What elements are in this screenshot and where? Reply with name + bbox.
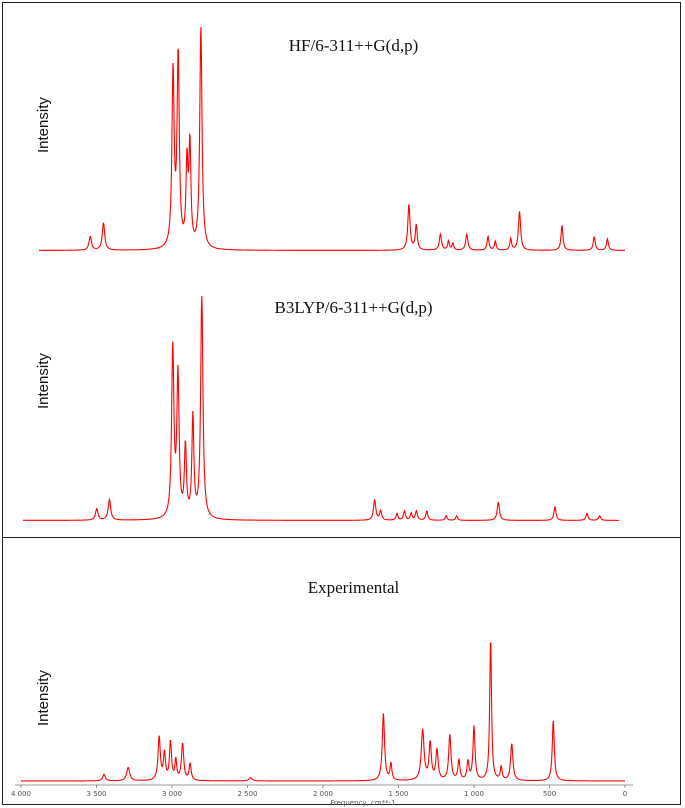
x-tick-label: 4 000	[11, 790, 31, 798]
panel-title-experimental: Experimental	[307, 578, 400, 597]
x-tick-label: 3 000	[162, 790, 182, 798]
panel-title-hf: HF/6-311++G(d,p)	[288, 36, 419, 55]
x-tick-label: 2 500	[237, 790, 257, 798]
x-tick-label: 0	[623, 790, 627, 798]
spectrum-line	[23, 295, 619, 521]
panel-hf: Intensity HF/6-311++G(d,p)	[2, 2, 681, 268]
x-tick-label: 500	[543, 790, 556, 798]
panel-experimental: Intensity Experimental 4 000 3 500 3 000 2 …	[2, 537, 681, 807]
panel-title-b3lyp: B3LYP/6-311++G(d,p)	[274, 298, 433, 317]
x-tick-label: 1 000	[464, 790, 484, 798]
spectrum-plot-experimental: 4 000 3 500 3 000 2 500 2 000 1 500 1 000 500 0 F…	[11, 642, 633, 807]
x-tick-label: 3 500	[86, 790, 106, 798]
spectrum-line	[21, 642, 625, 782]
x-axis-title: Frequency, cm**-1	[330, 799, 395, 807]
x-tick-label: 2 000	[313, 790, 333, 798]
spectrum-plot-hf	[39, 26, 625, 251]
panel-b3lyp: Intensity B3LYP/6-311++G(d,p)	[2, 266, 681, 538]
spectrum-line	[39, 26, 625, 251]
spectrum-plot-b3lyp	[23, 295, 619, 521]
x-tick-label: 1 500	[388, 790, 408, 798]
